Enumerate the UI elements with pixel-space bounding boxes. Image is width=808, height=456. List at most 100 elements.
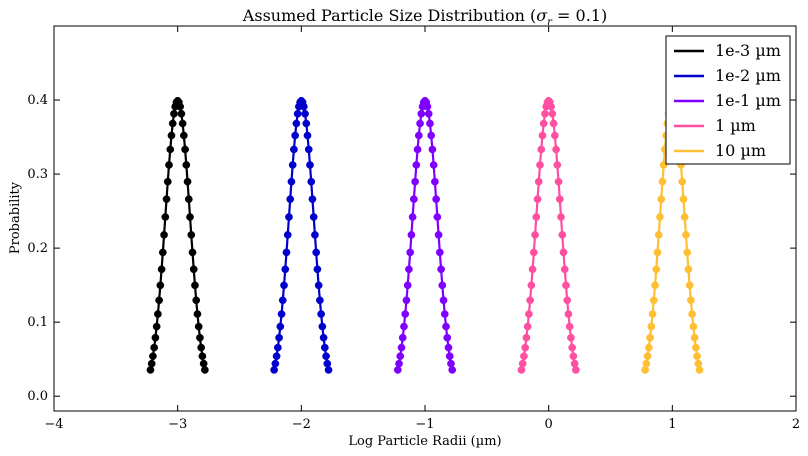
data-point xyxy=(146,366,155,374)
data-point xyxy=(287,177,296,186)
data-point xyxy=(687,296,695,305)
data-point xyxy=(442,322,450,331)
data-point xyxy=(517,366,526,374)
data-point xyxy=(526,296,534,305)
data-point xyxy=(395,359,403,368)
x-tick-label: −1 xyxy=(415,417,434,432)
data-point xyxy=(569,352,578,361)
data-point xyxy=(653,248,662,257)
data-point xyxy=(525,310,533,318)
data-point xyxy=(282,248,291,257)
data-point xyxy=(291,131,299,140)
data-point xyxy=(440,310,449,318)
data-point xyxy=(199,359,208,368)
data-point xyxy=(549,119,558,128)
y-tick-label: 0.1 xyxy=(27,315,48,330)
data-point xyxy=(396,352,405,361)
data-point xyxy=(439,296,448,305)
data-point xyxy=(559,248,568,257)
data-point xyxy=(312,248,321,257)
data-point xyxy=(678,177,687,186)
data-point xyxy=(201,366,209,374)
x-tick-label: 0 xyxy=(545,417,553,432)
data-point xyxy=(536,161,544,169)
data-point xyxy=(651,281,659,290)
data-point xyxy=(532,213,541,221)
series xyxy=(393,96,457,374)
data-point xyxy=(196,333,204,342)
data-point xyxy=(401,310,410,318)
data-point xyxy=(518,359,527,368)
data-point xyxy=(644,343,653,352)
data-point xyxy=(156,281,165,290)
data-point xyxy=(565,322,574,331)
data-point xyxy=(688,310,696,318)
data-point xyxy=(433,213,442,221)
data-point xyxy=(163,177,172,186)
data-point xyxy=(557,213,565,221)
data-point xyxy=(523,322,532,331)
x-tick-label: 1 xyxy=(668,417,676,432)
data-point xyxy=(324,366,333,374)
data-point xyxy=(658,177,667,186)
data-point xyxy=(431,177,439,186)
data-point xyxy=(170,109,178,118)
data-point xyxy=(271,359,280,368)
data-point xyxy=(162,195,171,204)
x-axis-label: Log Particle Radii (µm) xyxy=(348,434,501,449)
data-point xyxy=(191,281,199,290)
series xyxy=(517,96,580,374)
data-point xyxy=(306,161,314,169)
data-point xyxy=(276,322,285,331)
x-tick-label: 2 xyxy=(792,417,800,432)
data-point xyxy=(285,213,293,221)
data-point xyxy=(403,281,412,290)
legend: 1e-3 µm 1e-2 µm 1e-1 µm 1 µm 10 µm xyxy=(665,35,791,165)
data-point xyxy=(641,366,649,374)
y-tick-label: 0.2 xyxy=(27,241,48,256)
data-point xyxy=(290,145,298,154)
data-point xyxy=(416,119,424,128)
data-point xyxy=(398,333,407,342)
data-point xyxy=(311,231,319,239)
data-point xyxy=(151,333,160,342)
data-point xyxy=(429,161,438,169)
data-point xyxy=(447,359,455,368)
data-point xyxy=(192,296,201,305)
data-point xyxy=(186,213,194,221)
data-point xyxy=(322,352,330,361)
data-point xyxy=(417,109,426,118)
data-point xyxy=(690,333,699,342)
data-point xyxy=(299,102,308,111)
data-point xyxy=(648,310,657,318)
data-point xyxy=(317,310,325,318)
data-point xyxy=(558,231,567,239)
data-point xyxy=(642,359,651,368)
data-point xyxy=(554,177,563,186)
x-tick-label: −2 xyxy=(292,417,311,432)
x-tick-label: −3 xyxy=(168,417,187,432)
data-point xyxy=(548,109,557,118)
data-point xyxy=(654,231,663,239)
data-point xyxy=(659,161,668,169)
y-axis-label: Probability xyxy=(8,181,23,254)
data-point xyxy=(166,145,175,154)
data-point xyxy=(551,131,559,140)
data-point xyxy=(537,145,546,154)
data-point xyxy=(445,352,454,361)
data-point xyxy=(689,322,698,331)
data-point xyxy=(393,366,402,374)
data-point xyxy=(411,177,419,186)
data-point xyxy=(443,333,452,342)
data-point xyxy=(528,265,537,274)
data-point xyxy=(316,296,324,305)
data-point xyxy=(182,161,191,169)
data-point xyxy=(541,109,549,118)
data-point xyxy=(309,213,318,221)
data-point xyxy=(149,352,157,361)
data-point xyxy=(323,359,332,368)
data-point xyxy=(414,131,423,140)
data-point xyxy=(180,131,188,140)
series-layer xyxy=(146,96,704,374)
